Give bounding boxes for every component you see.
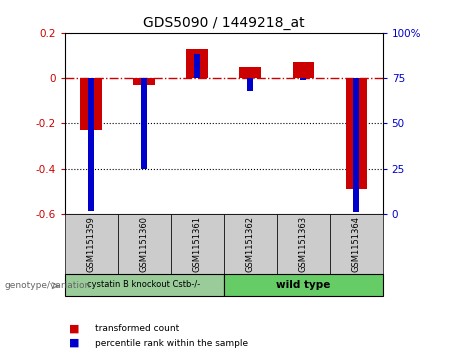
Text: GSM1151362: GSM1151362 [246, 216, 254, 272]
Bar [141, 78, 147, 169]
Bar [239, 67, 260, 78]
Bar [134, 78, 154, 85]
Text: cystatin B knockout Cstb-/-: cystatin B knockout Cstb-/- [88, 281, 201, 289]
Text: transformed count: transformed count [95, 324, 179, 333]
Bar [345, 78, 366, 189]
Bar [80, 78, 101, 130]
Bar [277, 214, 330, 274]
Bar [330, 214, 383, 274]
Bar [224, 274, 383, 296]
Bar [353, 78, 359, 212]
Bar [65, 274, 224, 296]
Bar [300, 78, 306, 80]
Text: GSM1151364: GSM1151364 [352, 216, 361, 272]
Text: GSM1151361: GSM1151361 [193, 216, 201, 272]
Bar [65, 214, 118, 274]
Bar [247, 78, 253, 91]
Text: percentile rank within the sample: percentile rank within the sample [95, 339, 248, 347]
Text: ■: ■ [69, 338, 80, 348]
Text: wild type: wild type [276, 280, 330, 290]
Bar [186, 49, 207, 78]
Text: GSM1151363: GSM1151363 [299, 216, 307, 272]
Bar [292, 62, 313, 78]
Text: genotype/variation: genotype/variation [5, 281, 91, 290]
Bar [118, 214, 171, 274]
Text: GSM1151359: GSM1151359 [87, 216, 95, 272]
Bar [171, 214, 224, 274]
Bar [224, 214, 277, 274]
Title: GDS5090 / 1449218_at: GDS5090 / 1449218_at [143, 16, 304, 30]
Text: ■: ■ [69, 323, 80, 334]
Bar [194, 54, 200, 78]
Bar [88, 78, 94, 211]
Text: GSM1151360: GSM1151360 [140, 216, 148, 272]
